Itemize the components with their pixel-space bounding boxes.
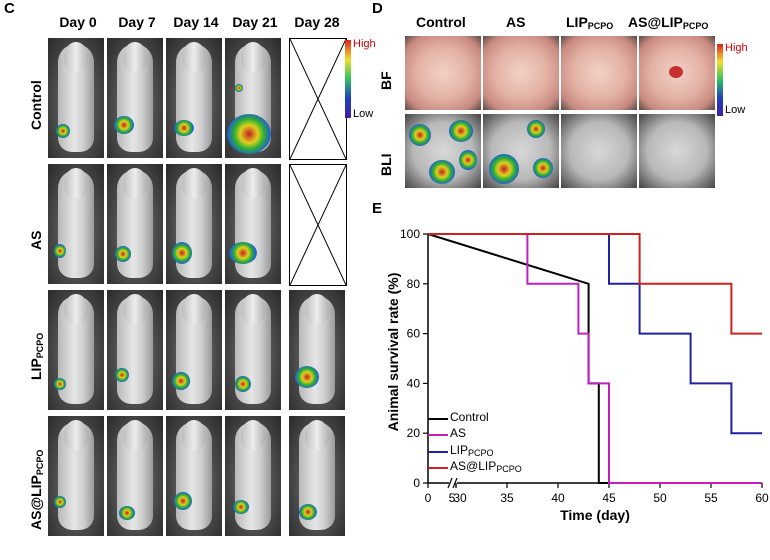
x-axis-title: Time (day) — [560, 507, 630, 523]
row-label-as-lip-pcpo: AS@LIPPCPO — [28, 449, 45, 530]
y-tick-label: 100 — [400, 227, 420, 241]
panel-c-colorbar-low: Low — [353, 108, 374, 120]
mouse-image-control-day14 — [166, 38, 222, 158]
mouse-image-control-day28-empty — [289, 38, 347, 160]
col-label-lip-pcpo: LIPPCPO — [566, 14, 614, 31]
day-label-28: Day 28 — [294, 14, 340, 30]
y-tick-label: 60 — [407, 327, 421, 341]
y-tick-label: 0 — [413, 476, 420, 490]
day-label-14: Day 14 — [173, 14, 219, 30]
mouse-image-as-day28-empty — [289, 164, 347, 286]
legend-label-aslip: AS@LIPPCPO — [450, 459, 522, 474]
x-tick-label: 0 — [425, 491, 432, 505]
row-label-lip-pcpo: LIPPCPO — [28, 332, 45, 380]
brain-bf-control — [405, 36, 481, 110]
row-label-bli: BLI — [378, 153, 394, 176]
mouse-image-lip-day28 — [289, 290, 345, 410]
series-line-as-lip-pcpo — [428, 233, 762, 335]
col-label-as: AS — [506, 14, 526, 30]
x-tick-label: 35 — [500, 491, 514, 505]
day-label-7: Day 7 — [118, 14, 156, 30]
legend-label-control: Control — [450, 410, 489, 424]
mouse-image-lip-day21 — [225, 290, 281, 410]
mouse-image-as-day7 — [107, 164, 163, 284]
x-tick-label: 40 — [551, 491, 565, 505]
mouse-image-control-day21 — [225, 38, 281, 158]
brain-bli-lip — [561, 114, 637, 188]
col-label-control: Control — [416, 14, 466, 30]
day-label-0: Day 0 — [59, 14, 97, 30]
brain-bf-as — [483, 36, 559, 110]
legend-line-control — [428, 418, 448, 420]
panel-c-letter: C — [4, 0, 15, 17]
y-tick-label: 80 — [407, 277, 421, 291]
mouse-image-as-day0 — [48, 164, 104, 284]
legend-line-aslip — [428, 467, 448, 469]
col-label-as-lip-pcpo: AS@LIPPCPO — [628, 14, 709, 31]
y-tick-label: 20 — [407, 426, 421, 440]
brain-bf-lip — [561, 36, 637, 110]
survival-chart: 0 20 40 60 80 100 0 530 35 40 45 50 55 60 Animal surv… — [385, 227, 769, 523]
mouse-image-lip-day14 — [166, 290, 222, 410]
axis-break-mark — [452, 477, 458, 489]
series-line-lip-pcpo — [428, 233, 762, 435]
legend-label-lip: LIPPCPO — [450, 443, 494, 458]
mouse-image-lip-day0 — [48, 290, 104, 410]
brain-bli-control — [405, 114, 481, 188]
mouse-image-aslip-day0 — [48, 416, 104, 536]
x-tick-label: 50 — [653, 491, 667, 505]
x-tick-label: 5 — [449, 491, 456, 505]
mouse-image-aslip-day14 — [166, 416, 222, 536]
mouse-image-control-day7 — [107, 38, 163, 158]
row-label-bf: BF — [378, 71, 394, 90]
mouse-image-aslip-day28 — [289, 416, 345, 536]
legend-label-as: AS — [450, 426, 467, 440]
mouse-image-lip-day7 — [107, 290, 163, 410]
y-tick-label: 40 — [407, 376, 421, 390]
brain-bli-as — [483, 114, 559, 188]
row-label-as: AS — [28, 230, 44, 250]
panel-d-letter: D — [372, 0, 383, 17]
legend-line-as — [428, 434, 448, 436]
row-label-control: Control — [28, 80, 44, 130]
mouse-image-aslip-day7 — [107, 416, 163, 536]
mouse-image-control-day0 — [48, 38, 104, 158]
panel-c-colorbar — [345, 40, 351, 118]
x-tick-label: 60 — [755, 491, 769, 505]
brain-bli-aslip — [639, 114, 715, 188]
panel-d-colorbar-high: High — [725, 42, 748, 54]
x-tick-label: 55 — [704, 491, 718, 505]
axis-break-mark — [447, 477, 453, 489]
axis-break-gap — [449, 477, 457, 489]
mouse-image-as-day21 — [225, 164, 281, 284]
brain-bf-aslip — [639, 36, 715, 110]
day-label-21: Day 21 — [232, 14, 278, 30]
panel-e-letter: E — [372, 200, 383, 217]
mouse-image-as-day14 — [166, 164, 222, 284]
y-axis-title: Animal survival rate (%) — [385, 273, 401, 432]
panel-d-colorbar-low: Low — [725, 104, 746, 116]
series-line-as — [428, 233, 762, 484]
mouse-image-aslip-day21 — [225, 416, 281, 536]
x-tick-label: 30 — [453, 491, 467, 505]
panel-c-colorbar-high: High — [353, 38, 376, 50]
legend-line-lip — [428, 451, 448, 453]
x-tick-label: 45 — [602, 491, 616, 505]
panel-d-colorbar — [717, 44, 723, 116]
